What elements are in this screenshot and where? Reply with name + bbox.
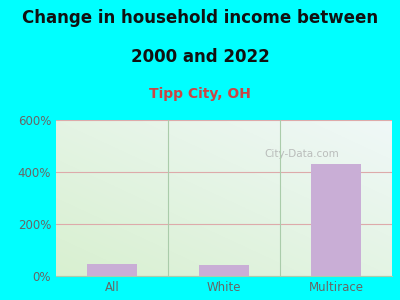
Text: City-Data.com: City-Data.com: [264, 149, 339, 159]
Text: Tipp City, OH: Tipp City, OH: [149, 87, 251, 101]
Bar: [87, 263, 137, 276]
Text: Change in household income between: Change in household income between: [22, 9, 378, 27]
Bar: [199, 265, 249, 276]
Bar: [311, 164, 361, 276]
Text: 2000 and 2022: 2000 and 2022: [131, 48, 269, 66]
